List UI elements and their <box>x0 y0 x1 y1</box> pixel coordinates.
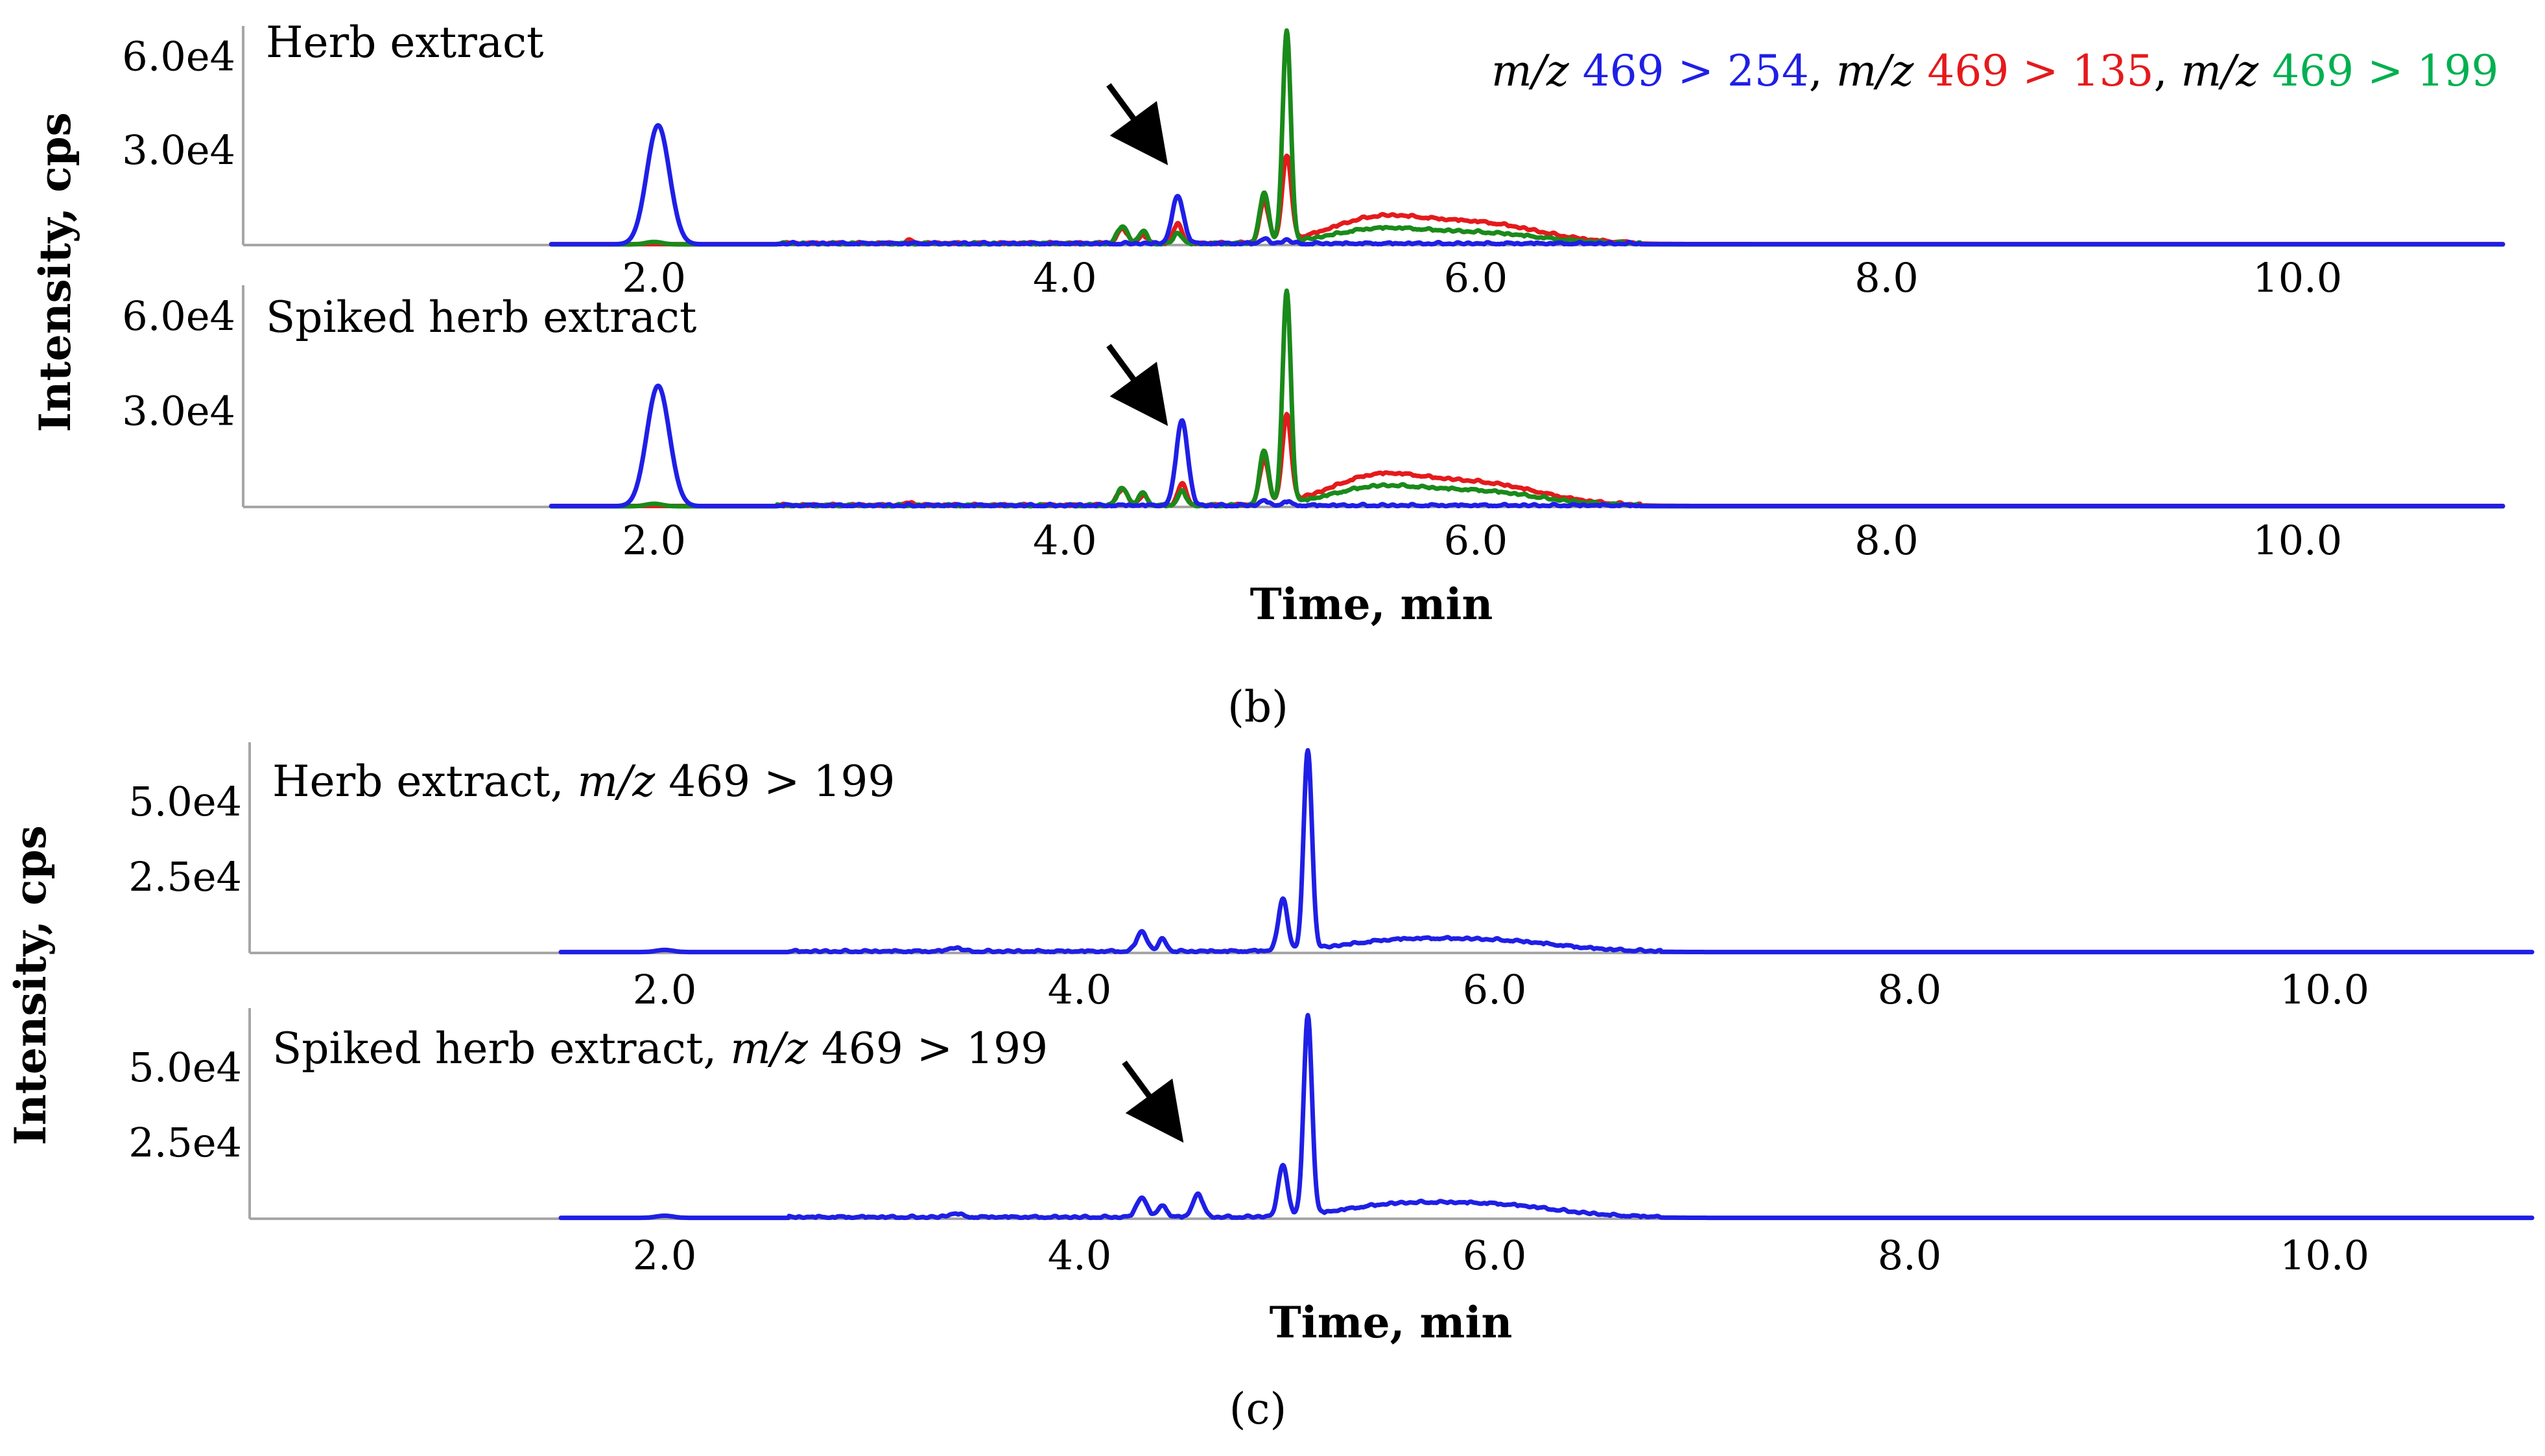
series-line-2 <box>549 288 2505 509</box>
chart-b-spiked-herb-extract: 3.0e4 6.0e4 2.0 4.0 6.0 8.0 10.0 Spiked herb ex… <box>122 285 2505 564</box>
series-line-1 <box>549 412 2505 508</box>
y-axis-label-b: Intensity, cps <box>30 112 80 432</box>
chart-title-tail: 469 > 199 <box>808 1024 1048 1074</box>
y-tick-label: 5.0e4 <box>128 778 242 825</box>
y-tick-label: 3.0e4 <box>122 126 235 174</box>
panel-caption-b: (b) <box>1227 682 1288 732</box>
y-axis-label-c: Intensity, cps <box>5 825 56 1145</box>
x-tick-label: 4.0 <box>1033 254 1097 301</box>
x-tick-label: 4.0 <box>1048 1232 1112 1279</box>
chart-b-herb-extract: 3.0e4 6.0e4 2.0 4.0 6.0 8.0 10.0 Herb extract <box>122 18 2505 301</box>
chart-c-spiked-herb-extract: 2.5e4 5.0e4 2.0 4.0 6.0 8.0 10.0 Spiked herb ex… <box>128 1008 2535 1279</box>
legend-prefix-2: m/z <box>1836 46 1915 96</box>
x-tick-label: 8.0 <box>1878 966 1942 1013</box>
chart-title-mz: m/z <box>730 1024 809 1074</box>
series-line-0 <box>549 123 2505 247</box>
legend-item-254: 469 > 254 <box>1583 46 1809 96</box>
chart-title: Herb extract <box>266 18 544 67</box>
x-tick-label: 10.0 <box>2280 1232 2369 1279</box>
chart-title-main: Herb extract, <box>272 757 578 806</box>
legend-prefix-1: m/z <box>1491 46 1570 96</box>
x-tick-label: 6.0 <box>1444 254 1508 301</box>
legend: m/z 469 > 254, m/z 469 > 135, m/z 469 > … <box>1491 46 2498 96</box>
series-line-1 <box>549 153 2505 247</box>
legend-item-199: 469 > 199 <box>2272 46 2498 96</box>
chart-c-herb-extract: 2.5e4 5.0e4 2.0 4.0 6.0 8.0 10.0 Herb extract, … <box>128 742 2535 1013</box>
x-tick-label: 4.0 <box>1048 966 1112 1013</box>
chart-title-mz: m/z <box>578 757 656 806</box>
series-line-0 <box>558 747 2535 955</box>
x-tick-label: 6.0 <box>1463 1232 1527 1279</box>
x-tick-label: 8.0 <box>1878 1232 1942 1279</box>
chart-title-tail: 469 > 199 <box>655 757 895 806</box>
x-tick-label: 4.0 <box>1033 517 1097 564</box>
x-tick-label: 2.0 <box>633 1232 697 1279</box>
x-tick-label: 8.0 <box>1854 517 1919 564</box>
y-tick-label: 3.0e4 <box>122 387 235 434</box>
panel-c: 2.5e4 5.0e4 2.0 4.0 6.0 8.0 10.0 Herb extract, … <box>5 742 2535 1434</box>
series-line-0 <box>558 1013 2535 1221</box>
y-tick-label: 6.0e4 <box>122 292 235 340</box>
y-tick-label: 2.5e4 <box>128 1119 242 1166</box>
arrow-annotation <box>1122 1061 1184 1143</box>
x-tick-label: 6.0 <box>1463 966 1527 1013</box>
x-tick-label: 2.0 <box>633 966 697 1013</box>
panel-b: 3.0e4 6.0e4 2.0 4.0 6.0 8.0 10.0 Herb extract 3… <box>30 18 2505 732</box>
x-axis-label-c: Time, min <box>1270 1297 1513 1348</box>
y-tick-label: 5.0e4 <box>128 1044 242 1091</box>
x-tick-label: 10.0 <box>2280 966 2369 1013</box>
arrow-annotation <box>1106 344 1168 427</box>
panel-caption-c: (c) <box>1229 1384 1286 1434</box>
x-tick-label: 2.0 <box>622 517 686 564</box>
y-tick-label: 6.0e4 <box>122 32 235 80</box>
legend-sep-2: , <box>2154 46 2181 96</box>
arrow-annotation <box>1106 83 1168 165</box>
series-line-0 <box>549 383 2505 509</box>
x-tick-label: 10.0 <box>2253 254 2342 301</box>
y-tick-label: 2.5e4 <box>128 853 242 900</box>
x-tick-label: 2.0 <box>622 254 686 301</box>
chart-title: Spiked herb extract <box>266 292 696 342</box>
x-axis-label-b: Time, min <box>1250 579 1493 629</box>
x-tick-label: 10.0 <box>2253 517 2342 564</box>
legend-prefix-3: m/z <box>2181 46 2260 96</box>
x-tick-label: 6.0 <box>1444 517 1508 564</box>
legend-item-135: 469 > 135 <box>1927 46 2153 96</box>
chart-title: Spiked herb extract, m/z 469 > 199 <box>272 1024 1048 1074</box>
chart-title: Herb extract, m/z 469 > 199 <box>272 757 895 806</box>
legend-sep-1: , <box>1809 46 1836 96</box>
x-tick-label: 8.0 <box>1854 254 1919 301</box>
chart-title-main: Spiked herb extract, <box>272 1024 730 1074</box>
